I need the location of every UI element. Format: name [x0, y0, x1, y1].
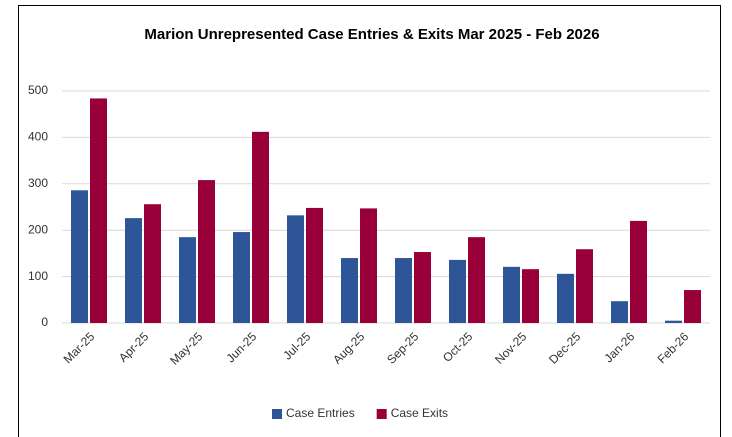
bar — [414, 252, 431, 323]
bar — [125, 218, 142, 323]
bar — [179, 237, 196, 323]
bar — [630, 220, 647, 323]
legend-swatch — [376, 409, 387, 419]
bar — [522, 269, 539, 323]
bar — [360, 208, 377, 323]
bar — [71, 190, 88, 323]
bar — [449, 259, 466, 323]
y-tick-label: 500 — [28, 83, 48, 97]
legend-label: Case Exits — [391, 406, 448, 420]
bar — [665, 320, 682, 323]
legend-swatch — [272, 409, 282, 419]
bar — [287, 215, 304, 323]
bar — [233, 232, 250, 323]
bar — [341, 258, 358, 323]
y-tick-label: 100 — [28, 269, 48, 283]
bar — [576, 249, 593, 323]
legend-label: Case Entries — [286, 406, 355, 420]
bar — [468, 237, 485, 323]
bar — [198, 180, 215, 323]
bar — [611, 301, 628, 323]
bar — [252, 131, 269, 323]
bar — [90, 98, 107, 323]
chart-title: Marion Unrepresented Case Entries & Exit… — [144, 26, 599, 43]
bar — [144, 204, 161, 323]
bar — [503, 266, 520, 323]
y-tick-label: 200 — [28, 222, 48, 236]
bar — [557, 273, 574, 323]
bar — [306, 207, 323, 323]
y-tick-label: 400 — [28, 130, 48, 144]
bar — [684, 290, 701, 323]
bar — [395, 258, 412, 323]
y-tick-label: 0 — [41, 315, 48, 329]
y-tick-label: 300 — [28, 176, 48, 190]
